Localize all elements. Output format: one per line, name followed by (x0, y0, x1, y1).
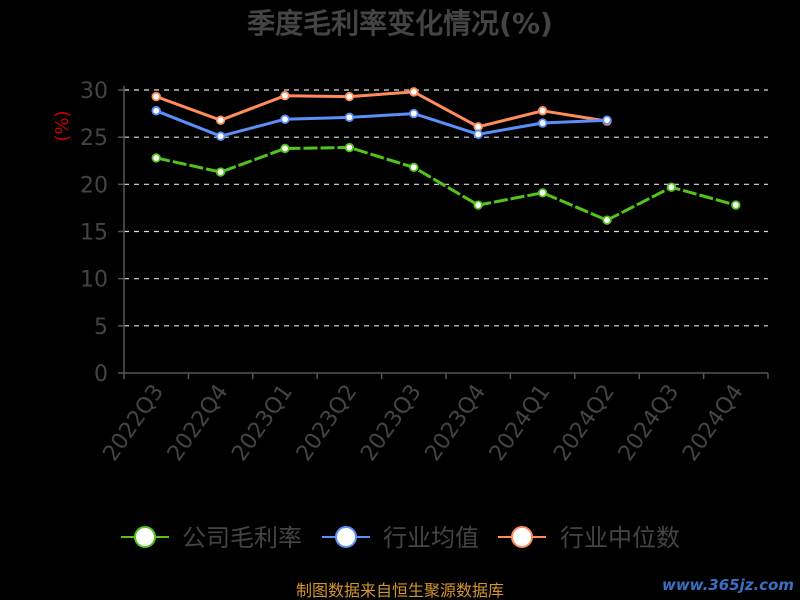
x-tick-label: 2023Q4 (421, 380, 492, 466)
legend-swatch-marker (335, 526, 357, 548)
series-1 (151, 106, 612, 141)
legend-label: 公司毛利率 (182, 524, 302, 552)
legend: 公司毛利率 行业均值 行业中位数 (121, 524, 680, 552)
data-point (215, 167, 226, 177)
x-tick-label: 2024Q2 (549, 380, 620, 466)
y-tick-label: 0 (94, 362, 108, 387)
series-line (155, 90, 608, 129)
data-point (409, 162, 419, 173)
legend-label: 行业均值 (383, 524, 479, 552)
data-point (602, 115, 612, 125)
y-tick-label: 10 (80, 268, 108, 293)
x-tick-label: 2022Q3 (99, 380, 170, 466)
data-point (473, 122, 483, 132)
data-point (215, 115, 226, 125)
data-point (537, 106, 548, 116)
source-note: 制图数据来自恒生聚源数据库 (296, 581, 504, 600)
x-tick-label: 2024Q4 (678, 380, 749, 466)
y-tick-label: 20 (80, 173, 108, 198)
x-tick-label: 2023Q2 (292, 380, 363, 466)
data-point (537, 118, 548, 128)
data-point (344, 142, 355, 153)
series-layer (151, 87, 741, 225)
data-point (280, 90, 290, 101)
y-tick-label: 5 (94, 315, 108, 340)
x-tick-label: 2024Q1 (485, 380, 556, 466)
x-tick-label: 2024Q3 (614, 380, 685, 466)
data-point (344, 91, 355, 102)
data-point (473, 129, 483, 140)
x-tick-label: 2022Q4 (163, 380, 234, 466)
legend-item-1: 行业均值 (322, 524, 479, 552)
series-0 (151, 142, 741, 225)
data-point (151, 106, 161, 116)
chart-title: 季度毛利率变化情况(%) (247, 7, 553, 40)
legend-item-2: 行业中位数 (498, 524, 680, 552)
data-point (151, 153, 161, 163)
data-point (280, 143, 290, 154)
data-point (602, 215, 612, 225)
y-axis-label: (%) (52, 110, 73, 141)
legend-swatch-marker (511, 526, 533, 548)
y-tick-label: 15 (80, 221, 108, 246)
data-point (473, 200, 483, 210)
data-point (666, 182, 677, 192)
data-point (731, 200, 741, 210)
legend-swatch-marker (134, 526, 156, 548)
watermark: www.365jz.com (662, 576, 794, 594)
data-point (151, 91, 161, 102)
data-point (280, 114, 290, 124)
series-line (155, 109, 608, 138)
data-point (537, 188, 548, 198)
data-point (409, 87, 419, 97)
x-tick-label: 2023Q3 (356, 380, 427, 466)
data-point (215, 131, 226, 141)
legend-item-0: 公司毛利率 (121, 524, 302, 552)
y-tick-label: 30 (80, 79, 108, 104)
y-tick-label: 25 (80, 126, 108, 151)
series-line (155, 146, 737, 222)
data-point (409, 108, 419, 119)
x-tick-label: 2023Q1 (227, 380, 298, 466)
data-point (344, 112, 355, 123)
legend-label: 行业中位数 (560, 524, 680, 552)
grid-layer (124, 89, 768, 327)
